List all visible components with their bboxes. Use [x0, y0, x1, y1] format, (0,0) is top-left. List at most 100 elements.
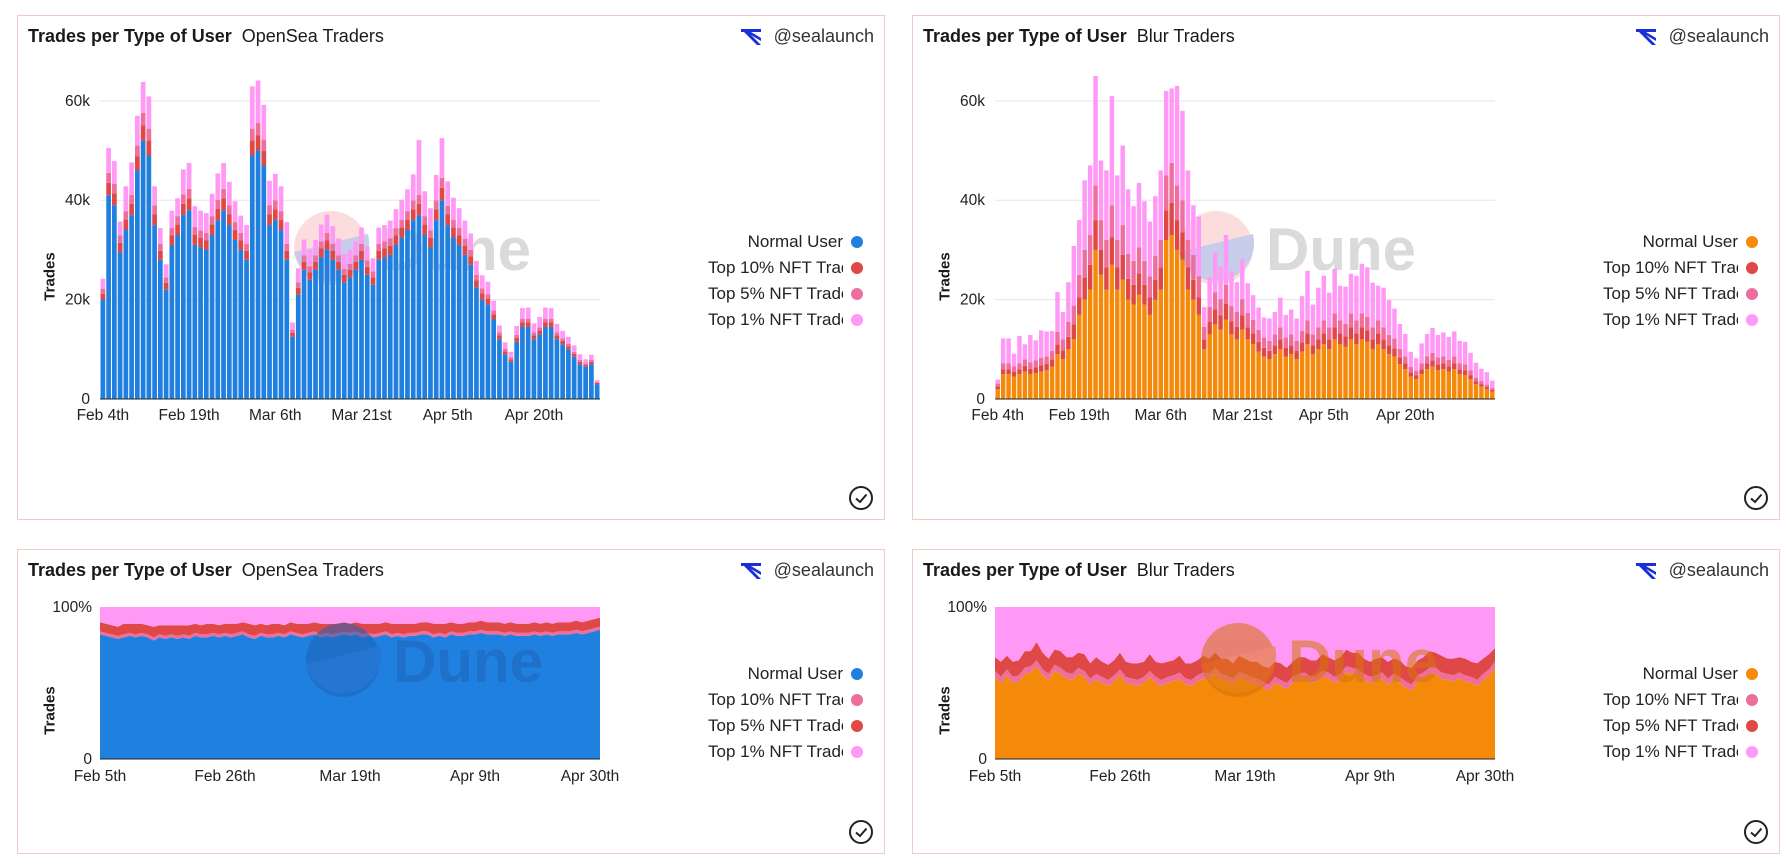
bar-segment[interactable] — [1136, 294, 1142, 399]
bar-segment[interactable] — [347, 277, 353, 399]
bar-segment[interactable] — [502, 342, 508, 349]
bar-segment[interactable] — [353, 261, 359, 270]
bar-segment[interactable] — [364, 266, 370, 275]
bar-segment[interactable] — [1397, 323, 1403, 349]
bar-segment[interactable] — [140, 112, 146, 126]
bar-segment[interactable] — [1359, 327, 1365, 340]
bar-segment[interactable] — [531, 335, 537, 340]
bar-segment[interactable] — [1441, 356, 1446, 364]
bar-segment[interactable] — [347, 263, 353, 270]
bar-segment[interactable] — [1033, 360, 1038, 368]
bar-segment[interactable] — [410, 220, 416, 399]
bar-segment[interactable] — [359, 243, 364, 251]
bar-segment[interactable] — [1011, 366, 1017, 372]
bar-segment[interactable] — [1082, 299, 1087, 399]
bar-segment[interactable] — [560, 340, 565, 345]
bar-segment[interactable] — [474, 280, 479, 288]
bar-segment[interactable] — [1435, 364, 1441, 371]
bar-segment[interactable] — [1310, 354, 1316, 399]
bar-segment[interactable] — [140, 140, 146, 399]
bar-segment[interactable] — [560, 338, 565, 341]
bar-segment[interactable] — [1343, 323, 1348, 337]
bar-segment[interactable] — [106, 195, 111, 399]
bar-segment[interactable] — [1299, 330, 1305, 343]
bar-segment[interactable] — [1468, 375, 1473, 380]
bar-segment[interactable] — [1174, 85, 1180, 186]
bar-segment[interactable] — [393, 235, 399, 245]
bar-segment[interactable] — [272, 173, 278, 201]
bar-segment[interactable] — [566, 346, 571, 350]
bar-segment[interactable] — [548, 318, 554, 323]
bar-segment[interactable] — [594, 382, 600, 385]
bar-segment[interactable] — [1261, 337, 1267, 348]
bar-segment[interactable] — [1038, 357, 1044, 366]
bar-segment[interactable] — [1136, 247, 1142, 274]
bar-segment[interactable] — [301, 239, 307, 256]
bar-segment[interactable] — [1479, 381, 1484, 385]
bar-segment[interactable] — [1240, 329, 1245, 399]
bar-segment[interactable] — [422, 191, 428, 217]
bar-segment[interactable] — [1000, 374, 1006, 399]
bar-segment[interactable] — [502, 354, 508, 399]
bar-segment[interactable] — [244, 250, 249, 260]
bar-segment[interactable] — [117, 242, 123, 253]
bar-segment[interactable] — [1017, 369, 1022, 375]
bar-segment[interactable] — [1327, 292, 1332, 328]
bar-segment[interactable] — [267, 205, 272, 215]
bar-segment[interactable] — [474, 287, 479, 399]
bar-segment[interactable] — [1158, 170, 1163, 240]
bar-segment[interactable] — [462, 254, 468, 399]
bar-segment[interactable] — [313, 261, 318, 270]
bar-segment[interactable] — [1403, 363, 1408, 370]
bar-segment[interactable] — [1267, 359, 1272, 399]
bar-segment[interactable] — [1000, 338, 1006, 364]
bar-segment[interactable] — [261, 139, 267, 152]
bar-segment[interactable] — [537, 327, 543, 331]
bar-segment[interactable] — [215, 173, 221, 200]
bar-segment[interactable] — [135, 156, 140, 171]
bar-segment[interactable] — [1038, 371, 1044, 399]
bar-segment[interactable] — [255, 135, 261, 151]
bar-segment[interactable] — [135, 115, 140, 146]
bar-segment[interactable] — [1468, 352, 1473, 371]
bar-segment[interactable] — [129, 194, 134, 204]
bar-segment[interactable] — [1327, 339, 1332, 350]
bar-segment[interactable] — [295, 294, 301, 399]
bar-segment[interactable] — [249, 140, 255, 156]
bar-segment[interactable] — [198, 237, 203, 248]
bar-segment[interactable] — [1082, 180, 1087, 250]
bar-segment[interactable] — [1348, 339, 1354, 399]
bar-segment[interactable] — [1305, 333, 1310, 345]
bar-segment[interactable] — [502, 348, 508, 352]
bar-segment[interactable] — [1044, 363, 1049, 371]
bar-segment[interactable] — [1305, 320, 1310, 334]
bar-segment[interactable] — [543, 318, 548, 323]
bar-segment[interactable] — [1278, 339, 1283, 350]
bar-segment[interactable] — [451, 237, 456, 400]
bar-segment[interactable] — [1484, 389, 1490, 399]
bar-segment[interactable] — [180, 169, 186, 195]
bar-segment[interactable] — [1049, 366, 1055, 399]
bar-segment[interactable] — [175, 216, 180, 225]
bar-segment[interactable] — [1060, 359, 1066, 399]
bar-segment[interactable] — [295, 287, 301, 295]
bar-segment[interactable] — [1180, 200, 1185, 233]
bar-segment[interactable] — [594, 381, 600, 383]
bar-segment[interactable] — [451, 227, 456, 238]
bar-segment[interactable] — [1169, 162, 1174, 203]
bar-segment[interactable] — [1131, 260, 1136, 285]
bar-segment[interactable] — [1386, 345, 1392, 355]
bar-segment[interactable] — [1060, 312, 1066, 340]
bar-segment[interactable] — [399, 227, 405, 238]
bar-segment[interactable] — [995, 389, 1000, 399]
bar-segment[interactable] — [370, 271, 376, 278]
bar-segment[interactable] — [1294, 359, 1299, 399]
bar-segment[interactable] — [1196, 314, 1202, 399]
bar-segment[interactable] — [1245, 327, 1250, 340]
checkmark-icon[interactable] — [848, 819, 874, 845]
bar-segment[interactable] — [428, 208, 433, 231]
bar-segment[interactable] — [1359, 339, 1365, 399]
bar-segment[interactable] — [548, 322, 554, 327]
bar-segment[interactable] — [1327, 327, 1332, 340]
bar-segment[interactable] — [1484, 387, 1490, 390]
